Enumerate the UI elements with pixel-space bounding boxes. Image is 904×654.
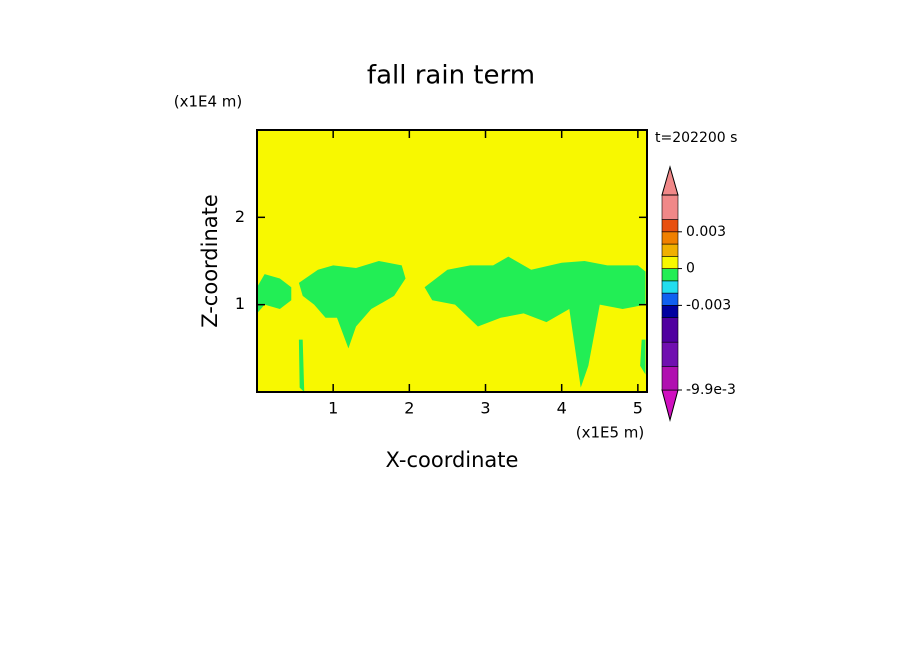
x-tick-label: 3: [480, 399, 490, 418]
x-unit: (x1E5 m): [576, 424, 645, 442]
colorbar-swatch: [661, 366, 679, 391]
time-label: t=202200 s: [655, 130, 737, 146]
colorbar-swatch: [661, 292, 679, 306]
colorbar-swatch: [661, 280, 679, 294]
colorbar-extend: [661, 389, 679, 422]
x-tick-label: 2: [404, 399, 414, 418]
contour-region: [298, 261, 406, 349]
colorbar-swatch: [661, 231, 679, 245]
colorbar-swatch: [661, 194, 679, 220]
contour-region: [298, 339, 305, 392]
x-tick-label: 5: [633, 399, 643, 418]
y-tick-label: 1: [235, 294, 245, 313]
x-tick-label: 1: [328, 399, 338, 418]
contour-region: [257, 274, 292, 314]
contour-region: [640, 339, 646, 375]
colorbar-tick-label: 0: [686, 261, 695, 277]
colorbar-swatch: [661, 256, 679, 269]
colorbar-tick-label: 0.003: [686, 224, 726, 240]
y-unit: (x1E4 m): [174, 93, 243, 111]
colorbar-swatch: [661, 305, 679, 318]
x-axis-label: X-coordinate: [386, 448, 519, 472]
y-axis-label: Z-coordinate: [198, 194, 222, 328]
x-tick-label: 4: [557, 399, 567, 418]
colorbar-swatch: [661, 219, 679, 233]
y-tick-label: 2: [235, 207, 245, 226]
colorbar-swatch: [661, 243, 679, 257]
colorbar-swatch: [661, 317, 679, 343]
plot-frame: [256, 129, 648, 393]
colorbar-tick-label: -9.9e-3: [686, 382, 736, 398]
contour-region: [424, 256, 646, 388]
field: [257, 130, 647, 392]
chart-title: fall rain term: [367, 61, 535, 91]
colorbar-swatch: [661, 341, 679, 367]
colorbar-swatch: [661, 268, 679, 282]
colorbar-extend: [661, 165, 679, 196]
colorbar-tick-label: -0.003: [686, 297, 731, 313]
